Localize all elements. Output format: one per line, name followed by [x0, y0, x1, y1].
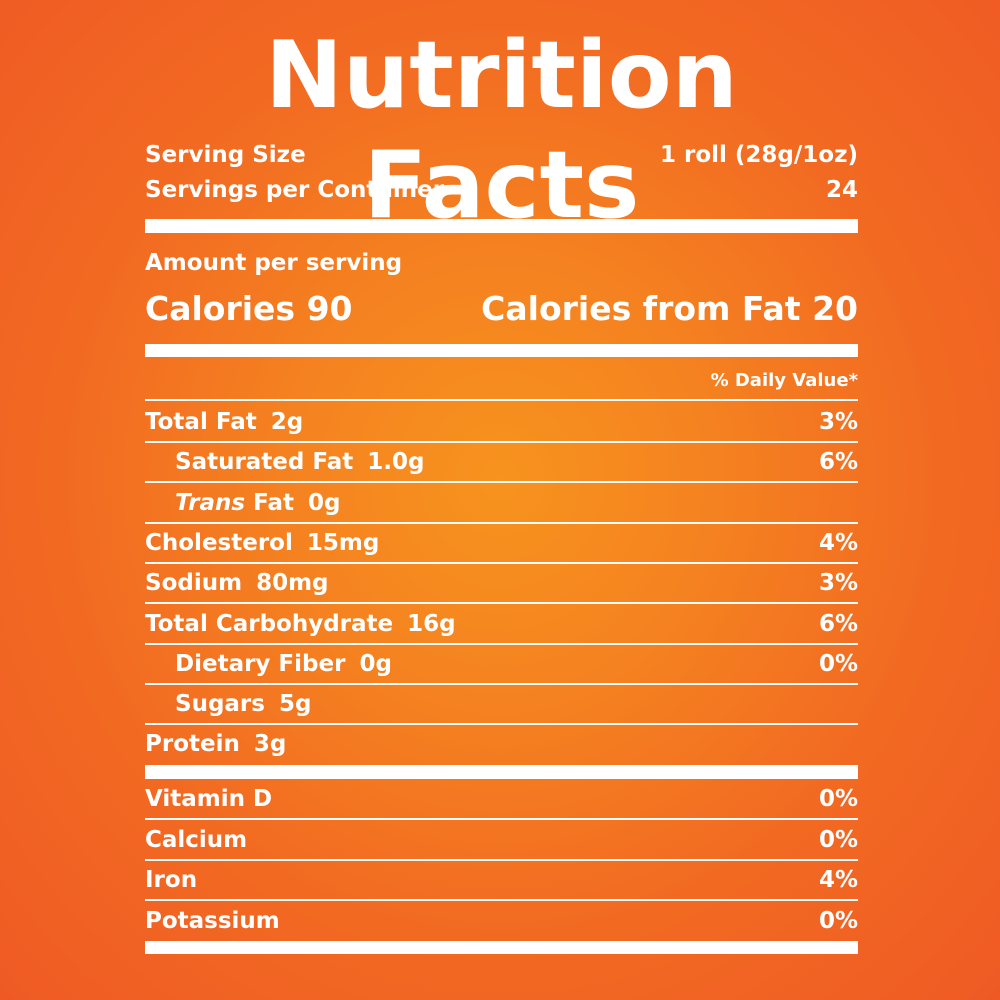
vitamin-name: Potassium	[145, 907, 280, 934]
vitamin-row: Calcium 0%	[145, 823, 858, 857]
nutrient-row: Dietary Fiber 0g 0%	[145, 647, 858, 681]
nutrient-name: Protein 3g	[145, 731, 287, 758]
vitamin-row: Vitamin D 0%	[145, 782, 858, 816]
serving-size-label: Serving Size	[145, 142, 306, 168]
page-title: Nutrition Facts	[265, 21, 738, 239]
nutrition-facts-label: Nutrition Facts Serving Size 1 roll (28g…	[145, 0, 858, 1000]
nutrient-daily-value: 0%	[818, 650, 858, 677]
divider	[145, 682, 858, 685]
calories-from-fat-value: 20	[812, 288, 858, 328]
nutrient-daily-value: 6%	[818, 449, 858, 476]
nutrient-name: Trans Fat 0g	[175, 489, 341, 516]
nutrient-row: Sodium 80mg 3%	[145, 566, 858, 600]
nutrient-amount: 5g	[278, 691, 312, 718]
vitamin-name: Iron	[145, 867, 198, 893]
divider	[145, 481, 858, 484]
medium-divider	[145, 344, 858, 357]
divider	[145, 858, 858, 861]
nutrient-row: Protein 3g	[145, 727, 858, 761]
servings-per-container-row: Servings per Container 24	[145, 175, 858, 205]
nutrient-amount: 3g	[253, 731, 287, 758]
amount-per-serving-row: Amount per serving	[145, 248, 858, 278]
vitamin-name: Vitamin D	[145, 786, 273, 812]
nutrient-name: Dietary Fiber 0g	[175, 650, 392, 677]
servings-per-container-label: Servings per Container	[145, 177, 445, 203]
divider	[145, 818, 858, 820]
nutrient-name: Saturated Fat 1.0g	[175, 449, 425, 476]
nutrient-name: Total Carbohydrate 16g	[145, 610, 456, 637]
calories-row: Calories 90 Calories from Fat 20	[145, 286, 858, 330]
divider	[145, 642, 858, 645]
nutrient-amount: 16g	[407, 610, 456, 637]
divider	[145, 441, 858, 443]
calories-value: 90	[306, 288, 353, 328]
thick-divider	[145, 765, 858, 779]
divider	[145, 521, 858, 524]
nutrient-row: Cholesterol 15mg 4%	[145, 526, 858, 560]
vitamin-name: Calcium	[145, 826, 248, 853]
thick-divider	[145, 941, 858, 954]
nutrient-name: Sodium 80mg	[145, 570, 329, 597]
nutrient-daily-value: 6%	[818, 610, 858, 637]
serving-size-row: Serving Size 1 roll (28g/1oz)	[145, 140, 858, 170]
divider	[145, 602, 858, 605]
amount-per-serving-label: Amount per serving	[145, 250, 403, 276]
nutrient-amount: 2g	[270, 409, 304, 435]
nutrient-name: Cholesterol 15mg	[145, 529, 380, 556]
divider	[145, 561, 858, 564]
thick-divider	[145, 219, 858, 233]
nutrient-name: Sugars 5g	[175, 691, 312, 718]
nutrient-amount: 15mg	[306, 529, 380, 556]
divider	[145, 899, 858, 901]
calories-from-fat-text: Calories from Fat 20	[481, 288, 858, 328]
nutrient-daily-value: 3%	[818, 409, 858, 435]
vitamin-daily-value: 0%	[818, 826, 858, 853]
nutrient-row: Sugars 5g	[145, 687, 858, 721]
nutrient-row: Trans Fat 0g	[145, 486, 858, 520]
nutrient-daily-value: 4%	[818, 529, 858, 556]
servings-per-container-value: 24	[825, 177, 858, 203]
nutrient-row: Saturated Fat 1.0g 6%	[145, 445, 858, 479]
nutrient-daily-value: 3%	[818, 570, 858, 597]
nutrient-name: Total Fat 2g	[145, 409, 304, 435]
nutrient-amount: 0g	[359, 650, 392, 677]
daily-value-header: % Daily Value*	[710, 370, 858, 391]
divider	[145, 399, 858, 401]
nutrient-row: Total Carbohydrate 16g 6%	[145, 607, 858, 641]
nutrient-amount: 80mg	[256, 570, 329, 597]
divider	[145, 723, 858, 726]
vitamin-daily-value: 4%	[818, 867, 858, 893]
calories-text: Calories 90	[145, 288, 353, 328]
vitamin-row: Iron 4%	[145, 863, 858, 897]
nutrient-row: Total Fat 2g 3%	[145, 405, 858, 439]
vitamin-daily-value: 0%	[818, 907, 858, 934]
nutrient-amount: 1.0g	[367, 449, 425, 476]
vitamin-daily-value: 0%	[818, 786, 858, 812]
nutrient-amount: 0g	[308, 489, 341, 516]
serving-size-value: 1 roll (28g/1oz)	[659, 142, 858, 168]
vitamin-row: Potassium 0%	[145, 904, 858, 938]
